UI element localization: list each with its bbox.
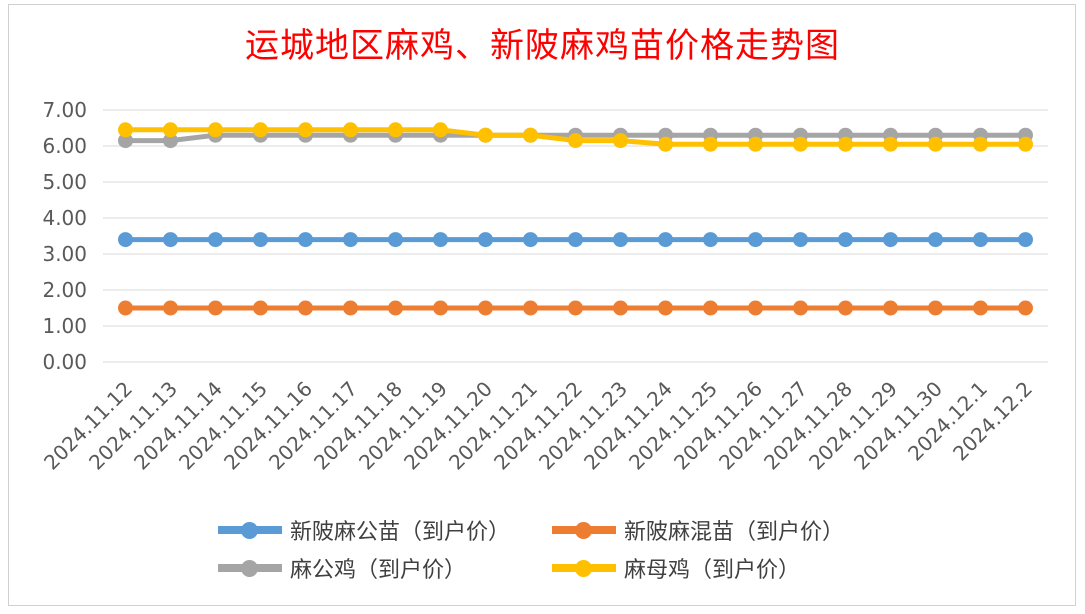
legend-swatch (552, 515, 616, 545)
data-point (793, 136, 808, 152)
data-point (523, 127, 538, 143)
data-point (253, 122, 268, 138)
chart-title: 运城地区麻鸡、新陂麻鸡苗价格走势图 (245, 26, 840, 66)
legend-label: 麻公鸡（到户价） (290, 558, 467, 583)
chart-frame (8, 4, 1076, 606)
data-point (433, 122, 448, 138)
data-point (973, 300, 988, 316)
data-point (343, 232, 358, 248)
data-point (343, 300, 358, 316)
legend-swatch (552, 553, 616, 583)
y-tick-label: 5.00 (42, 170, 87, 194)
data-point (163, 232, 178, 248)
data-point (973, 232, 988, 248)
legend-label: 麻母鸡（到户价） (624, 558, 801, 583)
data-point (838, 136, 853, 152)
data-point (883, 300, 898, 316)
data-point (658, 300, 673, 316)
data-point (793, 300, 808, 316)
data-point (523, 232, 538, 248)
data-point (838, 300, 853, 316)
data-point (208, 300, 223, 316)
data-point (928, 300, 943, 316)
data-point (433, 232, 448, 248)
data-point (163, 300, 178, 316)
legend-item-hen: 麻母鸡（到户价） (552, 553, 800, 583)
y-tick-label: 3.00 (42, 242, 87, 266)
data-point (118, 133, 133, 149)
y-tick-label: 1.00 (42, 314, 87, 338)
data-point (163, 122, 178, 138)
data-point (613, 300, 628, 316)
data-point (388, 300, 403, 316)
y-tick-label: 4.00 (42, 206, 87, 230)
legend-item-mixed-chick: 新陂麻混苗（到户价） (552, 515, 844, 545)
data-point (478, 232, 493, 248)
y-tick-label: 6.00 (42, 134, 87, 158)
data-point (208, 122, 223, 138)
data-point (118, 122, 133, 138)
data-point (658, 136, 673, 152)
data-point (703, 136, 718, 152)
data-point (658, 232, 673, 248)
data-point (478, 300, 493, 316)
data-point (748, 300, 763, 316)
data-point (883, 232, 898, 248)
data-point (298, 122, 313, 138)
data-point (568, 133, 583, 149)
legend-label: 新陂麻公苗（到户价） (290, 520, 511, 545)
data-point (613, 133, 628, 149)
data-point (928, 136, 943, 152)
data-point (253, 232, 268, 248)
data-point (298, 232, 313, 248)
data-point (928, 232, 943, 248)
data-point (343, 122, 358, 138)
data-point (613, 232, 628, 248)
data-point (433, 300, 448, 316)
y-tick-label: 2.00 (42, 278, 87, 302)
data-point (703, 300, 718, 316)
data-point (1018, 136, 1033, 152)
legend-item-mixed-male-chick: 新陂麻公苗（到户价） (218, 515, 510, 545)
data-point (748, 136, 763, 152)
y-tick-label: 7.00 (42, 98, 87, 122)
data-point (568, 232, 583, 248)
legend-swatch (218, 515, 282, 545)
data-point (118, 300, 133, 316)
legend-item-rooster: 麻公鸡（到户价） (218, 553, 466, 583)
data-point (883, 136, 898, 152)
y-tick-label: 0.00 (42, 350, 87, 374)
data-point (388, 232, 403, 248)
data-point (703, 232, 718, 248)
data-point (253, 300, 268, 316)
data-point (523, 300, 538, 316)
legend-label: 新陂麻混苗（到户价） (624, 520, 845, 545)
data-point (1018, 232, 1033, 248)
data-point (478, 127, 493, 143)
legend-swatch (218, 553, 282, 583)
data-point (118, 232, 133, 248)
data-point (748, 232, 763, 248)
data-point (388, 122, 403, 138)
data-point (208, 232, 223, 248)
data-point (838, 232, 853, 248)
data-point (163, 133, 178, 149)
data-point (793, 232, 808, 248)
data-point (973, 136, 988, 152)
data-point (1018, 300, 1033, 316)
data-point (298, 300, 313, 316)
data-point (568, 300, 583, 316)
